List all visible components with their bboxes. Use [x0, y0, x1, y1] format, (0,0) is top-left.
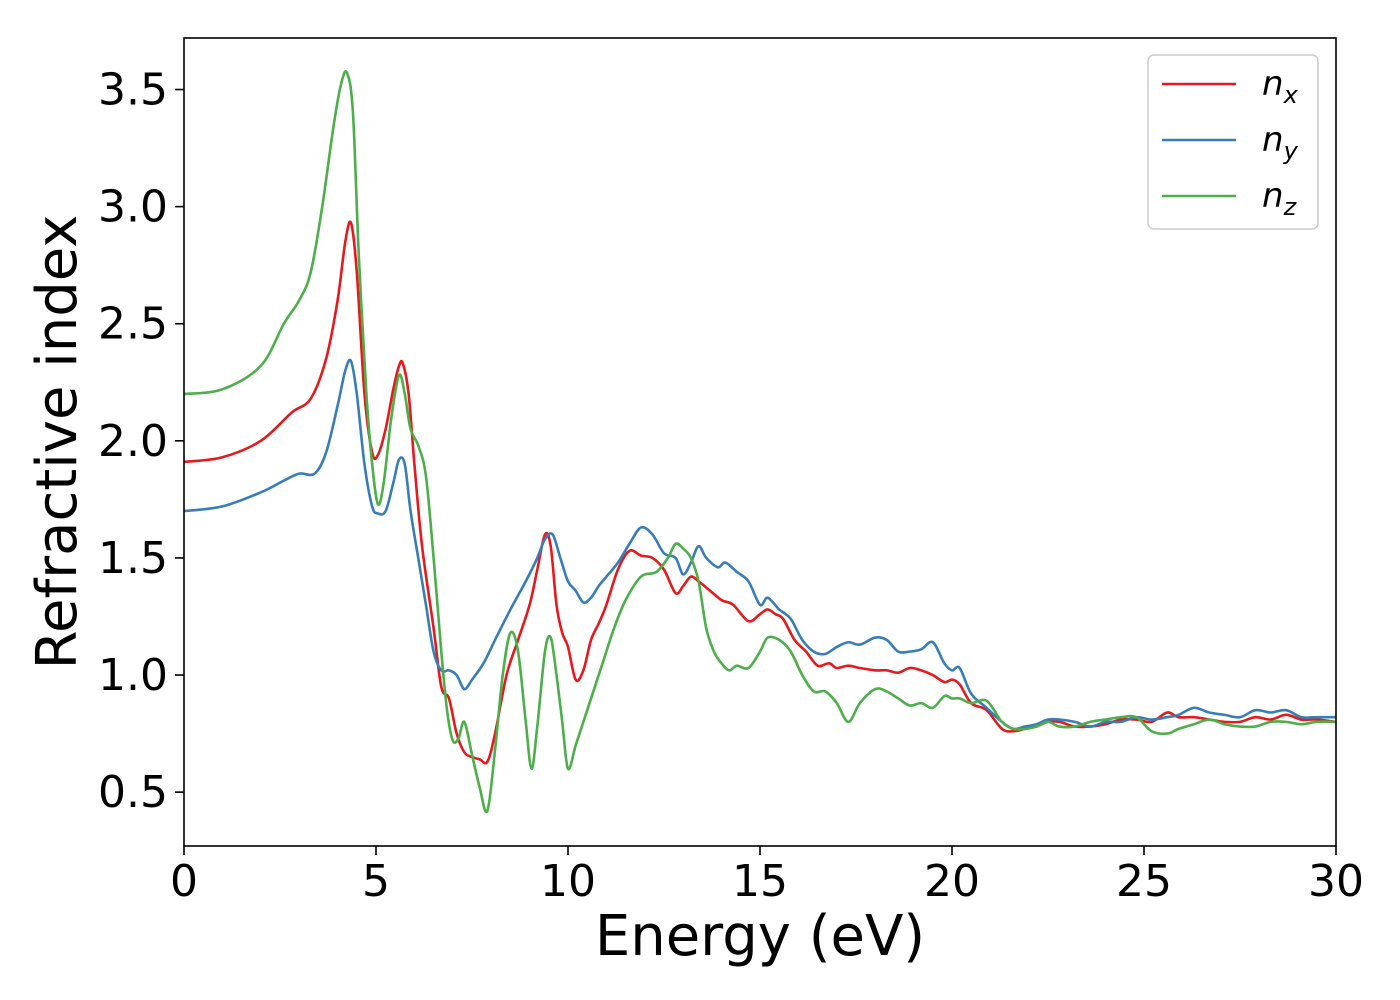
x-axis-title: Energy (eV)	[595, 904, 925, 969]
x-tick-label: 20	[924, 856, 980, 907]
legend-box	[1147, 54, 1319, 230]
y-tick-label: 3.0	[98, 182, 168, 233]
y-axis-title: Refractive index	[25, 215, 90, 670]
y-tick-label: 1.0	[98, 650, 168, 701]
y-axis-ticks: 0.5 1.0 1.5 2.0 2.5 3.0 3.5	[98, 65, 184, 818]
x-tick-label: 5	[362, 856, 390, 907]
series-layer	[183, 69, 1337, 814]
y-tick-label: 3.5	[98, 65, 168, 116]
x-tick-label: 25	[1116, 856, 1172, 907]
y-tick-label: 2.0	[98, 416, 168, 467]
y-tick-label: 0.5	[98, 767, 168, 818]
x-tick-label: 30	[1308, 856, 1364, 907]
y-tick-label: 2.5	[98, 299, 168, 350]
x-tick-label: 15	[732, 856, 788, 907]
y-tick-label: 1.5	[98, 533, 168, 584]
series-line-n-z	[183, 69, 1337, 814]
x-tick-label: 0	[170, 856, 198, 907]
x-axis-ticks: 0 5 10 15 20 25 30	[170, 846, 1364, 907]
plot-background	[184, 38, 1336, 846]
x-tick-label: 10	[540, 856, 596, 907]
